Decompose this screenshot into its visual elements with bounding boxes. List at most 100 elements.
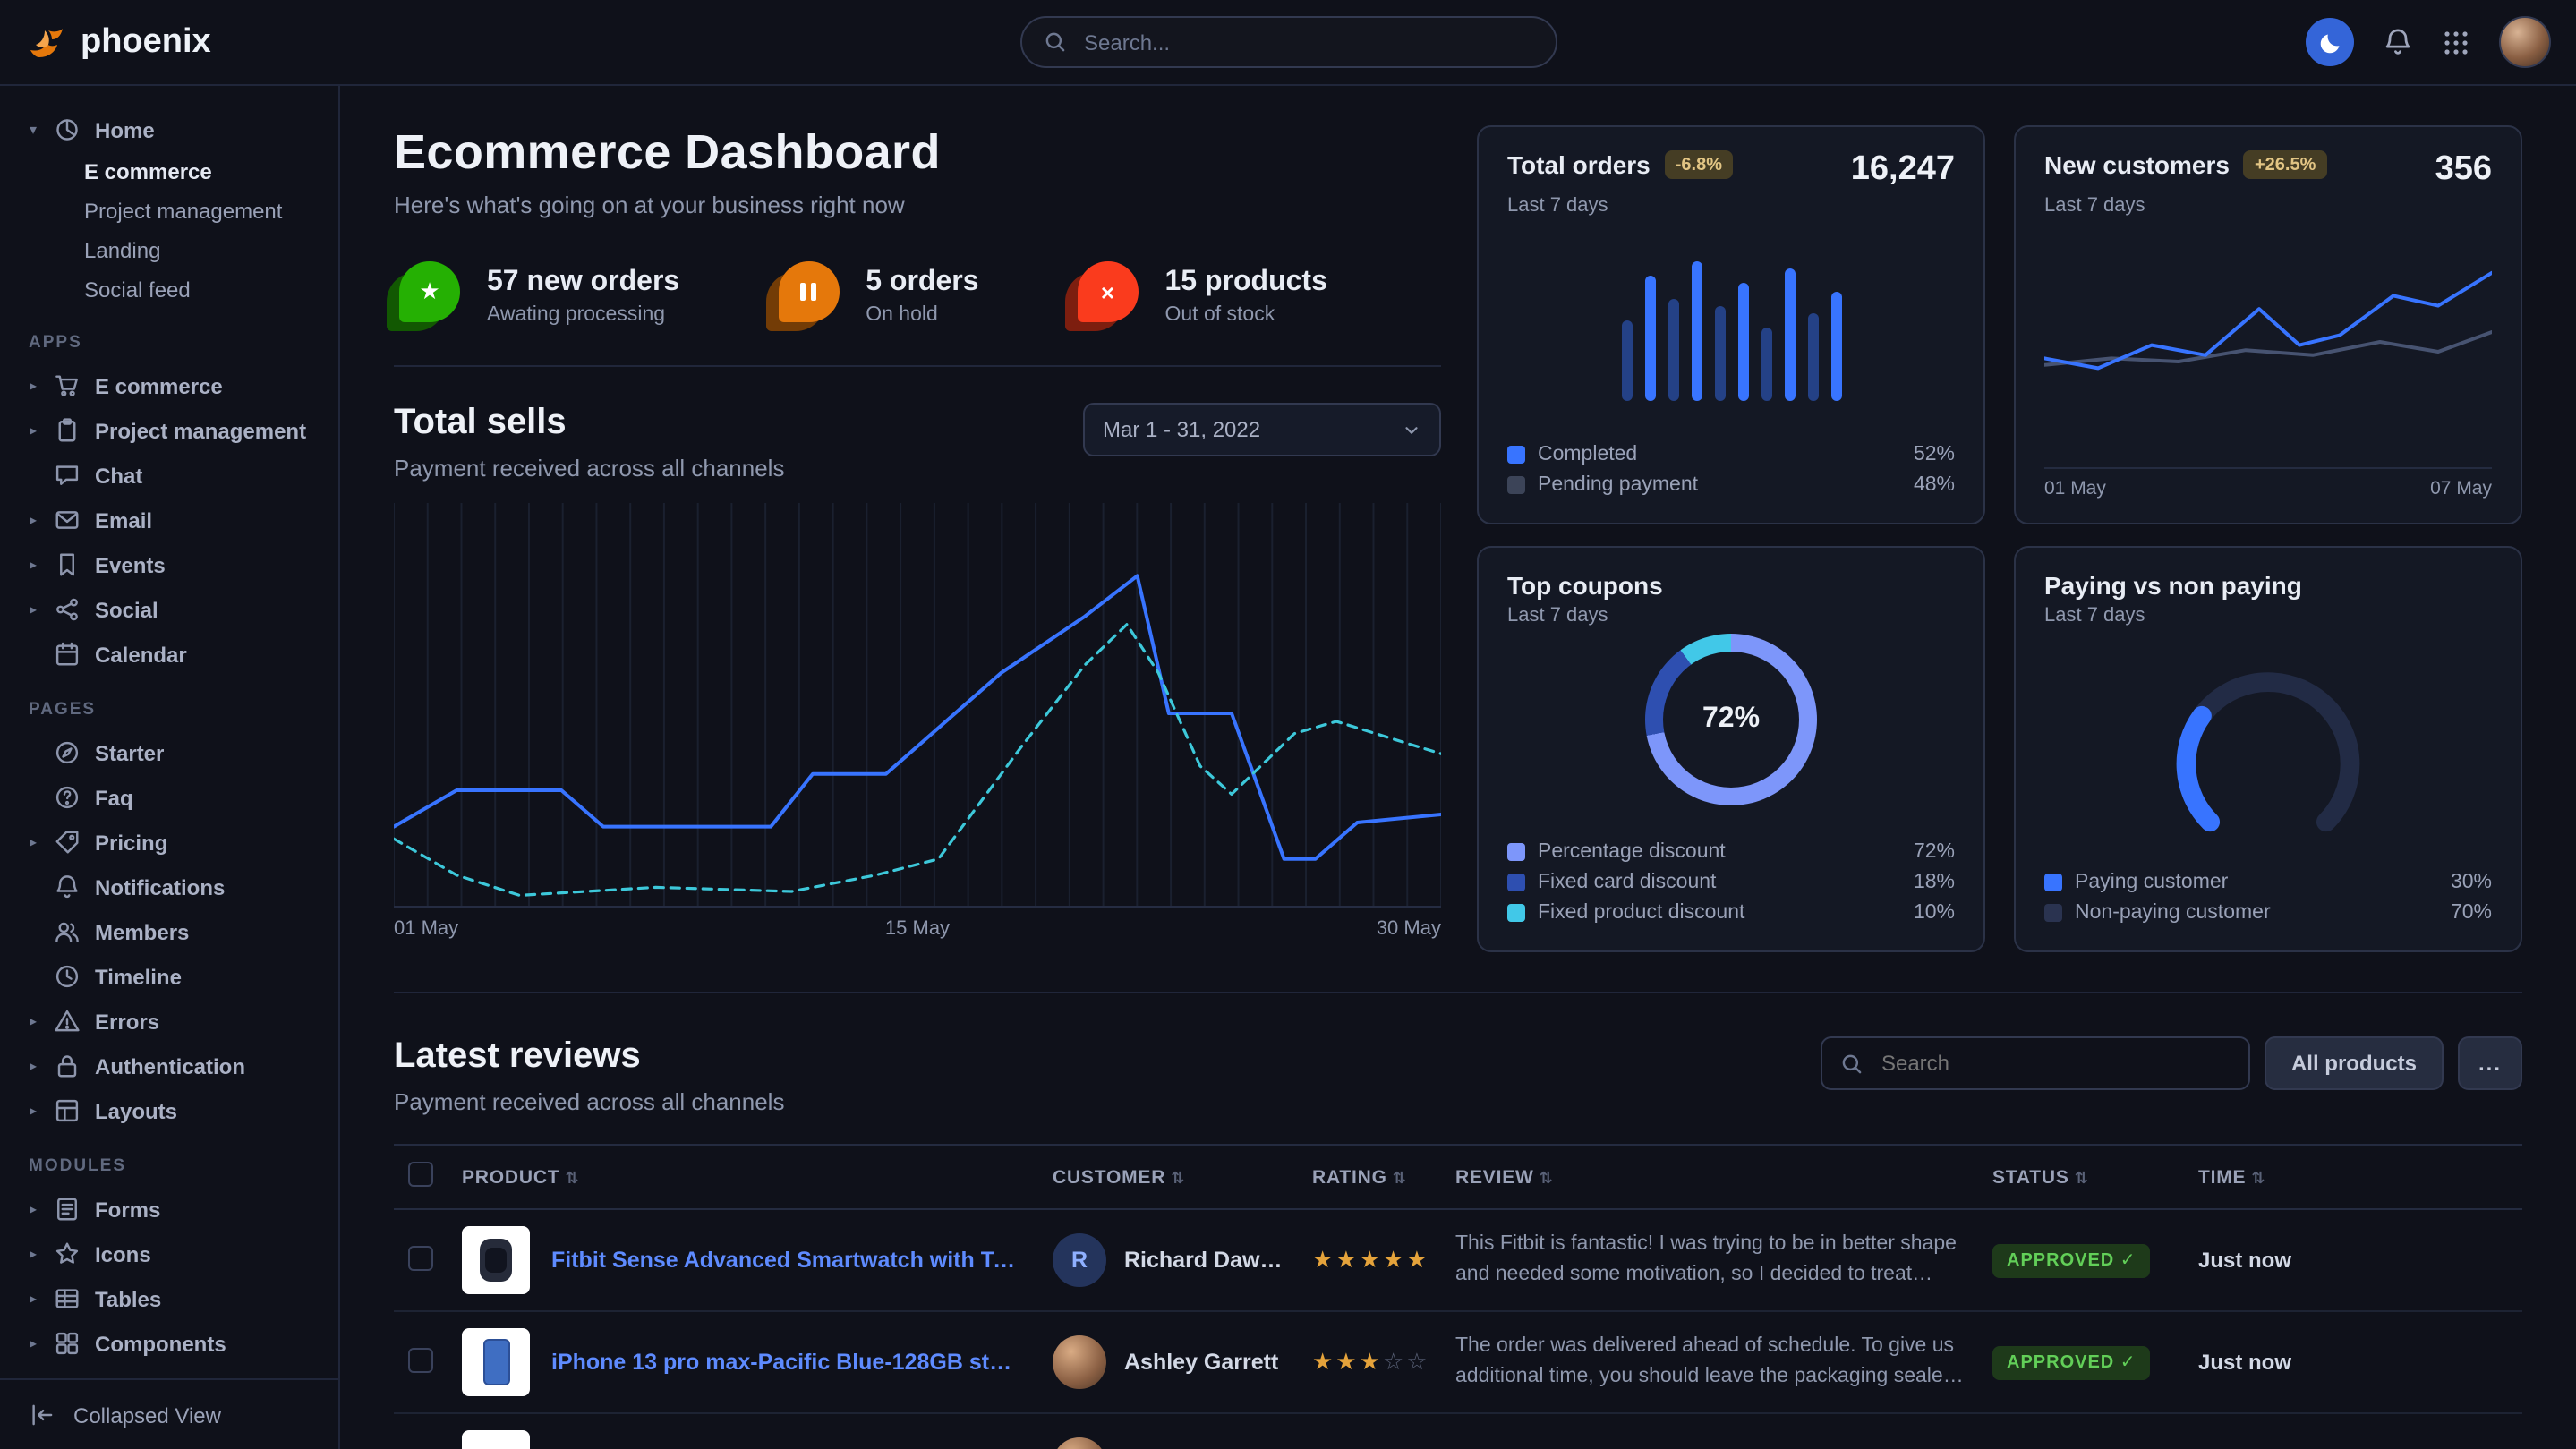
product-link[interactable]: Fitbit Sense Advanced Smartwatch with To… [551,1248,1024,1273]
sidebar-item-errors[interactable]: ▸Errors [25,999,320,1044]
bar [1714,305,1725,401]
question-icon [54,783,82,812]
stat-out-of-stock: ×15 productsOut of stock [1072,261,1327,329]
user-avatar[interactable] [2499,16,2551,68]
bar [1737,284,1748,401]
sidebar-subitem-e-commerce[interactable]: E commerce [25,152,320,192]
column-header-product[interactable]: PRODUCT⇅ [448,1145,1038,1209]
sidebar-subitem-landing[interactable]: Landing [25,231,320,270]
column-header-customer[interactable]: CUSTOMER⇅ [1038,1145,1298,1209]
legend-value: 30% [2451,871,2492,892]
rating-stars: ★★★☆☆ [1312,1348,1430,1375]
card-title: New customers [2044,150,2230,179]
sidebar-item-notifications[interactable]: Notifications [25,865,320,909]
sidebar-item-faq[interactable]: Faq [25,775,320,820]
collapsed-view-toggle[interactable]: Collapsed View [0,1378,338,1449]
caret-icon: ▸ [25,1058,41,1074]
sidebar-item-forms[interactable]: ▸Forms [25,1187,320,1232]
more-options-button[interactable]: ... [2458,1036,2522,1090]
sidebar-item-pricing[interactable]: ▸Pricing [25,820,320,865]
sidebar-item-layouts[interactable]: ▸Layouts [25,1088,320,1133]
sidebar-item-label: Members [95,919,189,944]
column-header-time[interactable]: TIME⇅ [2184,1145,2522,1209]
reviews-search-input[interactable] [1878,1049,2231,1078]
bell-icon [2383,27,2413,57]
product-thumbnail [462,1328,530,1396]
new-customers-line-chart [2044,260,2492,424]
forms-icon [54,1195,82,1223]
row-checkbox[interactable] [408,1245,433,1270]
row-checkbox[interactable] [408,1347,433,1372]
sidebar-subitem-social-feed[interactable]: Social feed [25,270,320,310]
page-subtitle: Here's what's going on at your business … [394,192,1441,218]
orders-legend: Completed52%Pending payment48% [1507,439,1955,499]
sidebar-item-tables[interactable]: ▸Tables [25,1276,320,1321]
all-products-button[interactable]: All products [2265,1036,2444,1090]
column-header-review[interactable]: REVIEW⇅ [1441,1145,1978,1209]
calendar-icon [54,640,82,669]
sidebar-item-members[interactable]: Members [25,909,320,954]
x-label: 30 May [1377,918,1441,940]
sidebar-item-icons[interactable]: ▸Icons [25,1232,320,1276]
sidebar-subitem-project-management[interactable]: Project management [25,192,320,231]
column-header-status[interactable]: STATUS⇅ [1978,1145,2184,1209]
reviews-subtitle: Payment received across all channels [394,1088,784,1115]
sidebar-item-social[interactable]: ▸Social [25,587,320,632]
sidebar-item-email[interactable]: ▸Email [25,498,320,542]
reviews-table-header: PRODUCT⇅CUSTOMER⇅RATING⇅REVIEW⇅STATUS⇅TI… [394,1145,2522,1209]
reviews-search[interactable] [1821,1036,2250,1090]
legend-value: 10% [1914,901,1955,923]
sidebar-item-project-management[interactable]: ▸Project management [25,408,320,453]
sidebar-item-components[interactable]: ▸Components [25,1321,320,1366]
review-row-3 [394,1413,2522,1449]
review-row-1: Fitbit Sense Advanced Smartwatch with To… [394,1209,2522,1311]
pause-badge-icon [772,261,840,329]
column-label: RATING [1312,1166,1387,1188]
sort-icon: ⇅ [1171,1168,1185,1186]
card-title: Top coupons [1507,571,1663,600]
sidebar-item-chat[interactable]: Chat [25,453,320,498]
cart-icon [54,371,82,400]
total-sells-header: Total sells Payment received across all … [394,403,1441,482]
theme-toggle-button[interactable] [2306,18,2354,66]
dashboard-top-section: Ecommerce Dashboard Here's what's going … [394,86,2522,993]
legend-value: 52% [1914,443,1955,465]
sidebar-item-events[interactable]: ▸Events [25,542,320,587]
global-search[interactable] [1019,16,1557,68]
reviews-controls: All products ... [1821,1036,2522,1090]
product-link[interactable]: iPhone 13 pro max-Pacific Blue-128GB sto… [551,1350,1024,1375]
layout-icon [54,1096,82,1125]
nine-dots-icon [2442,28,2470,56]
sidebar-item-label: Chat [95,463,142,488]
legend-swatch [2044,873,2062,891]
global-search-input[interactable] [1080,28,1533,56]
clock-icon [54,962,82,991]
sidebar-item-calendar[interactable]: Calendar [25,632,320,677]
select-all-checkbox[interactable] [408,1162,433,1187]
legend-swatch [1507,873,1525,891]
legend-item-non-paying-customer: Non-paying customer70% [2044,897,2492,927]
sidebar-item-timeline[interactable]: Timeline [25,954,320,999]
reviews-table: PRODUCT⇅CUSTOMER⇅RATING⇅REVIEW⇅STATUS⇅TI… [394,1144,2522,1449]
customer-name: Ashley Garrett [1124,1350,1278,1375]
date-range-select[interactable]: Mar 1 - 31, 2022 [1083,403,1441,456]
phoenix-logo-icon [25,21,68,64]
sidebar-item-label: Notifications [95,874,225,899]
notifications-button[interactable] [2383,27,2413,57]
bar [1830,291,1841,401]
legend-label: Percentage discount [1538,840,1726,862]
sidebar-item-starter[interactable]: Starter [25,730,320,775]
sidebar-item-label: Project management [95,418,306,443]
sidebar-item-authentication[interactable]: ▸Authentication [25,1044,320,1088]
apps-grid-button[interactable] [2442,28,2470,56]
sidebar-item-e-commerce[interactable]: ▸E commerce [25,363,320,408]
sort-icon: ⇅ [2075,1168,2089,1186]
brand-logo[interactable]: phoenix [25,21,211,64]
sidebar-item-label: Starter [95,740,164,765]
legend-label: Completed [1538,443,1637,465]
search-icon [1043,30,1066,54]
sidebar-item-home[interactable]: ▾Home [25,107,320,152]
card-title: Paying vs non paying [2044,571,2302,600]
legend-item-fixed-product-discount: Fixed product discount10% [1507,897,1955,927]
column-header-rating[interactable]: RATING⇅ [1298,1145,1441,1209]
